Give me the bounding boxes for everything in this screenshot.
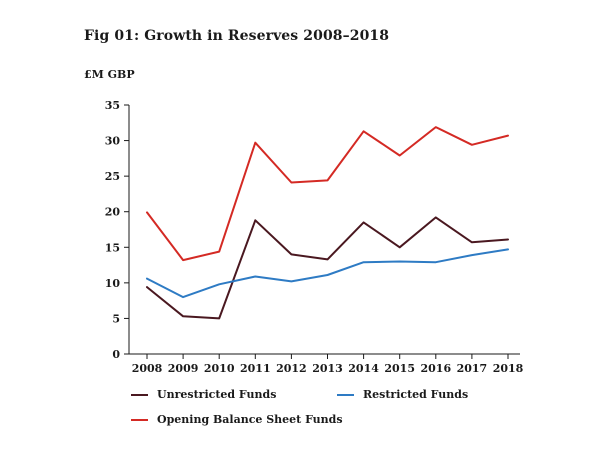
y-tick-label: 5	[112, 312, 120, 325]
series-line-unrestricted-funds	[146, 216, 509, 320]
x-tick-label: 2010	[204, 362, 235, 375]
y-tick-label: 15	[105, 241, 120, 254]
x-tick-label: 2015	[384, 362, 415, 375]
chart-title: Fig 01: Growth in Reserves 2008–2018	[84, 28, 390, 44]
x-tick-label: 2014	[348, 362, 379, 375]
x-tick-label: 2016	[420, 362, 451, 375]
series-line-opening-balance-sheet-funds	[146, 126, 509, 262]
x-tick-label: 2009	[168, 362, 199, 375]
x-tick-label: 2018	[493, 362, 524, 375]
y-tick-label: 10	[105, 277, 121, 290]
x-tick-label: 2017	[457, 362, 488, 375]
series-line-restricted-funds	[146, 248, 509, 299]
x-tick-label: 2008	[132, 362, 163, 375]
y-tick-label: 30	[105, 135, 121, 148]
y-tick-label: 25	[105, 170, 120, 183]
x-tick-label: 2012	[276, 362, 307, 375]
y-tick-label: 20	[105, 206, 121, 219]
y-tick-label: 0	[112, 348, 120, 361]
x-tick-label: 2011	[240, 362, 271, 375]
y-tick-label: 35	[105, 99, 120, 112]
x-tick-label: 2013	[312, 362, 343, 375]
y-axis-label: £M GBP	[84, 68, 135, 81]
